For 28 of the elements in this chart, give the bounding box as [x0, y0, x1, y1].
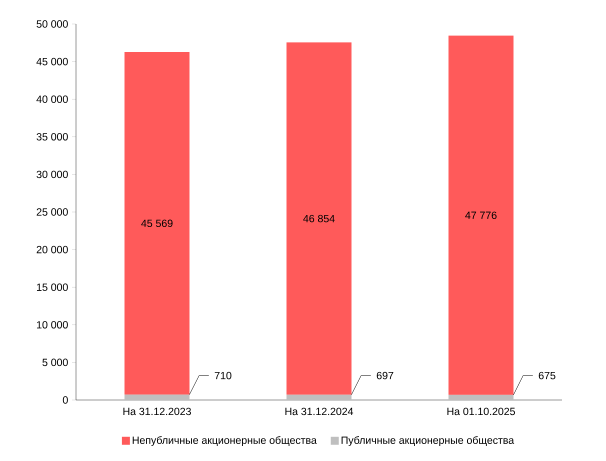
data-label: 45 569	[141, 220, 173, 228]
y-tick-label: 5 000	[42, 358, 68, 366]
y-tick-label: 25 000	[36, 208, 68, 216]
bar	[286, 42, 352, 395]
data-label: 675	[538, 372, 556, 380]
y-tick-label: 15 000	[36, 283, 68, 291]
y-tick-label: 10 000	[36, 321, 68, 329]
y-tick-label: 30 000	[36, 170, 68, 178]
legend-label: Непубличные акционерные общества	[132, 436, 317, 446]
x-tick-label: На 31.12.2023	[123, 408, 191, 416]
data-label: 697	[376, 372, 394, 380]
y-tick-label: 0	[62, 396, 68, 404]
bar	[448, 394, 514, 400]
y-tick-label: 20 000	[36, 246, 68, 254]
data-label: 46 854	[303, 214, 335, 222]
data-label: 47 776	[465, 212, 497, 220]
y-tick-label: 35 000	[36, 133, 68, 141]
y-tick-label: 50 000	[36, 20, 68, 28]
legend-label: Публичные акционерные общества	[342, 436, 514, 446]
bar	[286, 394, 352, 400]
bar	[448, 36, 514, 395]
x-tick-label: На 31.12.2024	[285, 408, 354, 416]
y-tick-label: 40 000	[36, 95, 68, 103]
y-tick-label: 45 000	[36, 58, 68, 66]
data-label: 710	[214, 372, 232, 380]
x-tick-label: На 01.10.2025	[447, 408, 515, 416]
bar	[124, 52, 190, 395]
bar	[124, 394, 190, 400]
